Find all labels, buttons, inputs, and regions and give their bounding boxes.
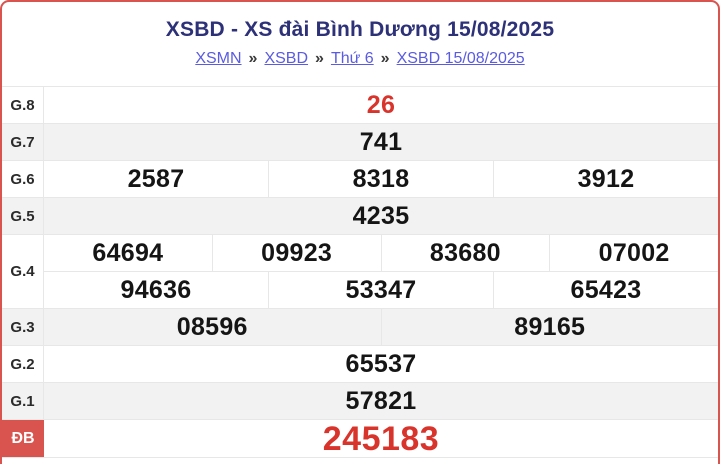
prize-row: G.5 4235 bbox=[2, 198, 718, 235]
prize-content: 57821 bbox=[44, 383, 718, 419]
prize-group: 245183 bbox=[44, 420, 718, 459]
prize-number: 83680 bbox=[380, 235, 550, 271]
prize-label: G.1 bbox=[2, 383, 44, 419]
prize-label: G.8 bbox=[2, 87, 44, 123]
prize-row: G.2 65537 bbox=[2, 346, 718, 383]
prize-number: 8318 bbox=[268, 161, 493, 197]
prize-row: G.3 08596 89165 bbox=[2, 309, 718, 346]
breadcrumb-separator: » bbox=[380, 50, 390, 67]
prize-content: 2587 8318 3912 bbox=[44, 161, 718, 197]
prize-number: 08596 bbox=[176, 312, 248, 341]
results-table: G.8 26 G.7 741 G.6 2587 8318 3912 G.5 4235 G.4 6469… bbox=[2, 86, 718, 458]
prize-number: 94636 bbox=[120, 275, 192, 304]
breadcrumb-link[interactable]: XSMN bbox=[195, 50, 242, 67]
prize-label: G.6 bbox=[2, 161, 44, 197]
prize-label: G.3 bbox=[2, 309, 44, 345]
prize-group: 2587 8318 3912 bbox=[44, 161, 718, 197]
page-title: XSBD - XS đài Bình Dương 15/08/2025 bbox=[165, 18, 555, 41]
breadcrumb-link[interactable]: XSBD bbox=[264, 50, 309, 67]
prize-group: 4235 bbox=[44, 198, 718, 234]
prize-number: 53347 bbox=[268, 272, 493, 308]
prize-label: ĐB bbox=[2, 420, 44, 457]
prize-group: 64694 09923 83680 07002 bbox=[44, 235, 718, 271]
breadcrumb-link[interactable]: Thứ 6 bbox=[330, 50, 374, 67]
prize-number: 741 bbox=[359, 127, 403, 156]
prize-content: 741 bbox=[44, 124, 718, 160]
breadcrumb-separator: » bbox=[315, 50, 324, 67]
prize-number: 2587 bbox=[127, 164, 185, 193]
prize-group: 94636 53347 65423 bbox=[44, 271, 718, 308]
prize-content: 64694 09923 83680 07002 94636 53347 65423 bbox=[44, 235, 718, 308]
prize-content: 4235 bbox=[44, 198, 718, 234]
prize-row: ĐB 245183 bbox=[2, 420, 718, 458]
prize-number: 4235 bbox=[352, 201, 410, 230]
prize-number: 26 bbox=[366, 90, 396, 119]
prize-group: 08596 89165 bbox=[44, 309, 718, 345]
breadcrumb: XSMN » XSBD » Thứ 6 » XSBD 15/08/2025 bbox=[2, 50, 718, 68]
prize-group: 57821 bbox=[44, 383, 718, 419]
prize-row: G.7 741 bbox=[2, 124, 718, 161]
prize-number: 09923 bbox=[211, 235, 381, 271]
prize-number: 64694 bbox=[92, 238, 164, 267]
prize-row: G.1 57821 bbox=[2, 383, 718, 420]
prize-number: 65423 bbox=[493, 272, 718, 308]
breadcrumb-link[interactable]: XSBD 15/08/2025 bbox=[396, 50, 525, 67]
prize-number: 89165 bbox=[380, 309, 719, 345]
prize-content: 245183 bbox=[44, 420, 718, 459]
prize-group: 65537 bbox=[44, 346, 718, 382]
prize-number: 245183 bbox=[322, 420, 440, 458]
prize-number: 57821 bbox=[345, 386, 417, 415]
prize-content: 26 bbox=[44, 87, 718, 123]
prize-number: 3912 bbox=[493, 161, 718, 197]
prize-label: G.7 bbox=[2, 124, 44, 160]
prize-row: G.8 26 bbox=[2, 87, 718, 124]
prize-row: G.4 64694 09923 83680 07002 94636 53347 65423 bbox=[2, 235, 718, 309]
prize-label: G.4 bbox=[2, 235, 44, 308]
page-header: XSBD - XS đài Bình Dương 15/08/2025 XSMN… bbox=[2, 2, 718, 86]
prize-group: 26 bbox=[44, 87, 718, 123]
prize-group: 741 bbox=[44, 124, 718, 160]
prize-label: G.5 bbox=[2, 198, 44, 234]
prize-label: G.2 bbox=[2, 346, 44, 382]
prize-content: 08596 89165 bbox=[44, 309, 718, 345]
prize-number: 65537 bbox=[345, 349, 417, 378]
prize-row: G.6 2587 8318 3912 bbox=[2, 161, 718, 198]
prize-content: 65537 bbox=[44, 346, 718, 382]
breadcrumb-separator: » bbox=[248, 50, 258, 67]
prize-number: 07002 bbox=[549, 235, 718, 271]
